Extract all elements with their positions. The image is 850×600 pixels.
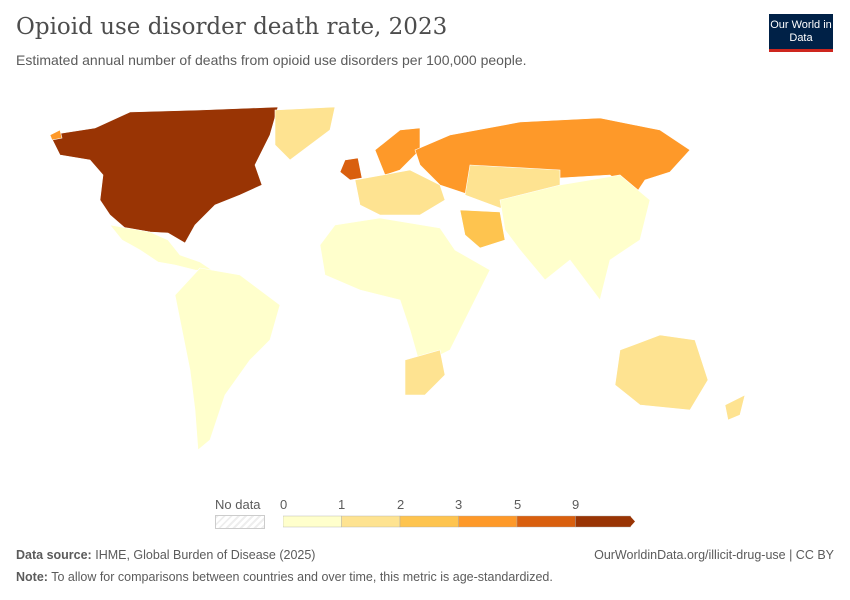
region-asia[interactable] <box>499 174 651 301</box>
chart-title: Opioid use disorder death rate, 2023 <box>16 14 448 40</box>
legend-tick: 3 <box>455 497 463 512</box>
region-southern-africa[interactable] <box>404 349 446 396</box>
note: Note: To allow for comparisons between c… <box>16 570 553 584</box>
legend-tick: 2 <box>397 497 405 512</box>
region-iran[interactable] <box>459 209 506 249</box>
legend-bin[interactable] <box>341 515 401 528</box>
legend-arrow <box>630 516 635 527</box>
region-western-europe[interactable] <box>354 169 446 216</box>
region-south-america[interactable] <box>174 267 281 451</box>
legend-bin[interactable] <box>283 515 342 528</box>
region-iceland[interactable] <box>49 129 63 141</box>
note-text: To allow for comparisons between countri… <box>51 570 553 584</box>
source-text[interactable]: IHME, Global Burden of Disease (2025) <box>95 548 316 562</box>
source-url[interactable]: OurWorldinData.org/illicit-drug-use | CC… <box>594 548 834 562</box>
region-new-zealand[interactable] <box>724 394 746 421</box>
legend-tick: 1 <box>338 497 346 512</box>
legend-tick: 0 <box>280 497 288 512</box>
legend-bin[interactable] <box>516 515 576 528</box>
data-source: Data source: IHME, Global Burden of Dise… <box>16 548 315 562</box>
region-united-kingdom[interactable] <box>339 157 363 181</box>
region-canada-and-united-states[interactable] <box>49 106 279 244</box>
world-map <box>49 106 746 451</box>
legend-tick: 5 <box>514 497 522 512</box>
legend-no-data-swatch <box>215 515 265 529</box>
legend-bin[interactable] <box>399 515 459 528</box>
region-scandinavia[interactable] <box>374 127 421 176</box>
owid-logo[interactable]: Our World in Data <box>769 14 833 52</box>
region-greenland[interactable] <box>274 106 336 161</box>
chart-subtitle: Estimated annual number of deaths from o… <box>16 52 527 68</box>
legend-bin[interactable] <box>458 515 518 528</box>
region-africa[interactable] <box>319 217 491 366</box>
legend-no-data-label: No data <box>215 497 261 512</box>
region-australia[interactable] <box>614 334 709 411</box>
legend-color-bar <box>283 515 635 528</box>
note-label: Note: <box>16 570 48 584</box>
legend-tick: 9 <box>572 497 580 512</box>
legend-bin[interactable] <box>575 515 631 528</box>
source-label: Data source: <box>16 548 92 562</box>
